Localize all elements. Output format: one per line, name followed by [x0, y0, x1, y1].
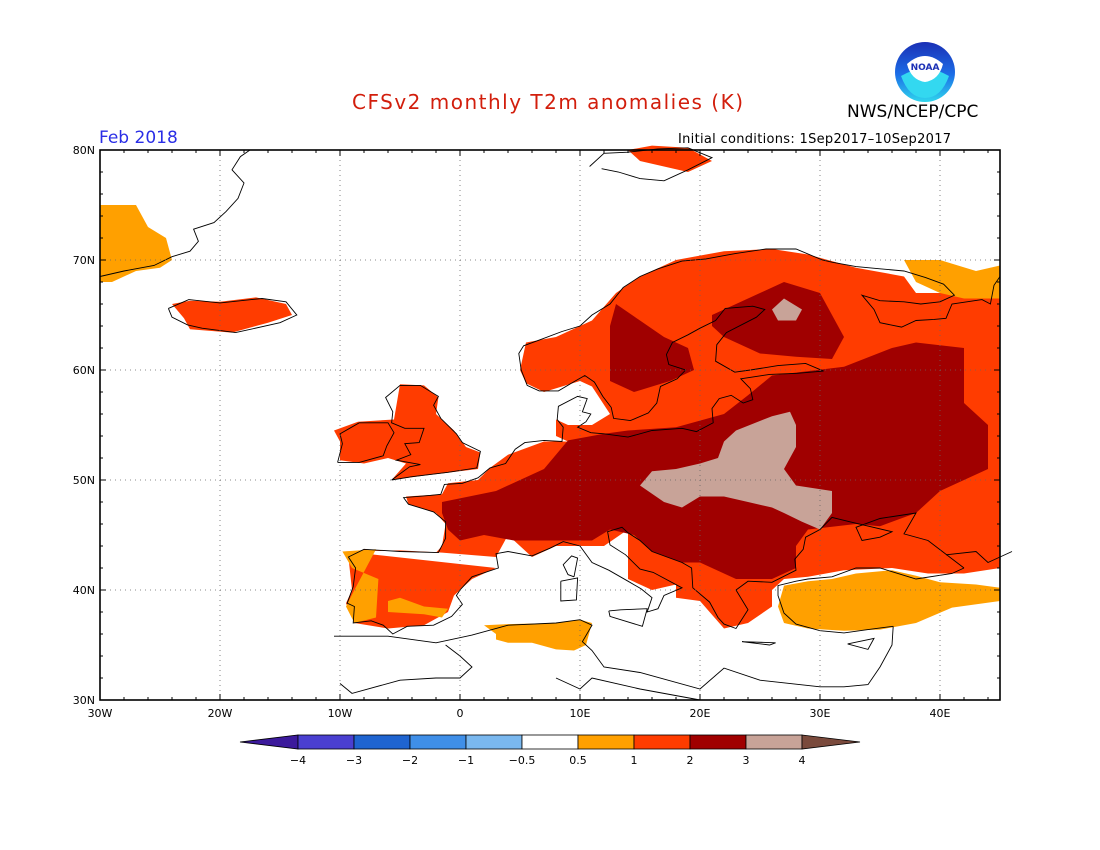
legend-bin — [409, 734, 467, 750]
legend-bin — [745, 734, 803, 750]
map-frame — [99, 149, 1001, 701]
coast-great-britain — [385, 384, 481, 481]
lat-label: 80N — [73, 144, 95, 157]
anomaly-finland-3-4 — [772, 298, 802, 321]
coast-iceland — [167, 298, 298, 334]
legend-bin-lower-extend — [239, 734, 299, 750]
lon-label: 10W — [328, 707, 353, 720]
legend-bin — [577, 734, 635, 750]
map-title: CFSv2 monthly T2m anomalies (K) — [352, 90, 745, 114]
lon-label: 0 — [457, 707, 464, 720]
lon-label: 20W — [208, 707, 233, 720]
anomaly-north-africa-0p5-1 — [484, 619, 592, 651]
legend-tick-label: 1 — [631, 754, 638, 767]
graticule — [100, 150, 1000, 700]
coast-europe-mainland — [346, 248, 1001, 635]
longitude-labels: 30W 20W 10W 0 10E 20E 30E 40E — [88, 707, 951, 720]
legend-tick-label: 4 — [799, 754, 806, 767]
noaa-logo: NOAA — [895, 42, 955, 102]
color-bar-ticks: −4 −3 −2 −1 −0.5 0.5 1 2 3 4 — [290, 754, 806, 767]
coast-greenland-east — [99, 149, 251, 277]
lat-label: 30N — [73, 694, 95, 707]
anomaly-svalbard-1-2 — [628, 145, 712, 172]
legend-bin — [353, 734, 411, 750]
legend-tick-label: 0.5 — [569, 754, 587, 767]
anomaly-iberia-0p5-1 — [342, 549, 379, 623]
anomaly-eastern-europe-3-4 — [640, 411, 832, 530]
legend-tick-label: 3 — [743, 754, 750, 767]
coast-ireland — [337, 422, 395, 463]
legend-bin — [521, 734, 579, 750]
legend-tick-label: −3 — [346, 754, 362, 767]
agency-label: NWS/NCEP/CPC — [847, 102, 979, 122]
anomaly-kola-0p5-1 — [904, 260, 1000, 299]
anomaly-british-isles-1-2 — [334, 384, 481, 480]
legend-tick-label: −2 — [402, 754, 418, 767]
coast-corsica — [562, 555, 579, 578]
anomaly-se-spain-0p5-1 — [388, 597, 448, 618]
noaa-logo-text: NOAA — [911, 63, 940, 73]
legend-bin — [297, 734, 355, 750]
legend-bin — [465, 734, 523, 750]
anomaly-greenland-0p5-1 — [100, 205, 172, 282]
anomaly-turkey-0p5-1 — [778, 570, 1000, 631]
lon-label: 30E — [810, 707, 831, 720]
anomaly-cells — [100, 145, 1000, 651]
lat-label: 40N — [73, 584, 95, 597]
coast-sicily — [608, 608, 648, 627]
legend-tick-label: −0.5 — [509, 754, 536, 767]
legend-tick-label: 2 — [687, 754, 694, 767]
border-morocco-algeria — [339, 644, 473, 694]
legend-tick-label: −1 — [458, 754, 474, 767]
coast-crete — [741, 641, 776, 646]
lat-label: 60N — [73, 364, 95, 377]
forecast-period: Feb 2018 — [99, 128, 178, 148]
coast-cyprus — [847, 637, 875, 650]
lat-label: 50N — [73, 474, 95, 487]
latitude-labels: 30N 40N 50N 60N 70N 80N — [73, 144, 95, 707]
coast-turkey — [777, 567, 965, 634]
color-bar-bins — [239, 734, 861, 750]
legend-bin — [689, 734, 747, 750]
lat-label: 70N — [73, 254, 95, 267]
legend-tick-label: −4 — [290, 754, 306, 767]
lon-label: 30W — [88, 707, 113, 720]
lon-label: 40E — [930, 707, 951, 720]
lon-label: 10E — [570, 707, 591, 720]
legend-bin-upper-extend — [801, 734, 861, 750]
anomaly-iceland-1-2 — [172, 297, 292, 333]
border-north-africa-interior — [555, 677, 701, 701]
coastlines — [99, 147, 1013, 701]
initial-conditions: Initial conditions: 1Sep2017–10Sep2017 — [678, 132, 952, 147]
coast-svalbard — [589, 147, 714, 182]
legend-bin — [633, 734, 691, 750]
coast-sardinia — [560, 577, 579, 602]
axis-ticks — [99, 149, 1000, 701]
coast-north-africa-levant — [334, 619, 894, 690]
lon-label: 20E — [690, 707, 711, 720]
